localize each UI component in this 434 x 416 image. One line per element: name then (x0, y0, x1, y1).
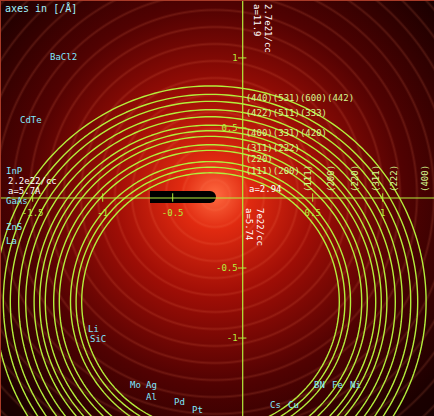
html-text:Cs: Cs (270, 400, 281, 410)
html-text:Cu: Cu (288, 400, 299, 410)
svg-text:(440)(531)(600)(442): (440)(531)(600)(442) (246, 93, 354, 103)
svg-text:(222): (222) (389, 165, 399, 192)
html-text:Fe: Fe (332, 380, 343, 390)
html-text:InP: InP (6, 166, 23, 176)
svg-text:-1: -1 (227, 333, 238, 343)
svg-text:(200): (200) (326, 165, 336, 192)
html-text:SiC: SiC (90, 334, 107, 344)
svg-text:-1.5: -1.5 (22, 208, 44, 218)
svg-text:(311)(222): (311)(222) (246, 143, 300, 153)
svg-text:-0.5: -0.5 (216, 263, 238, 273)
svg-text:0.5: 0.5 (305, 208, 321, 218)
html-text:Pt: Pt (192, 405, 203, 415)
html-text:2.7e21/cc: 2.7e21/cc (263, 4, 273, 53)
html-text:Ni: Ni (350, 380, 361, 390)
svg-text:-1: -1 (97, 208, 108, 218)
html-text:GaAs: GaAs (6, 196, 28, 206)
svg-text:(220): (220) (246, 154, 273, 164)
html-text:7e22/cc: 7e22/cc (255, 208, 265, 246)
html-text:Li: Li (88, 324, 99, 334)
svg-text:(400): (400) (420, 165, 430, 192)
svg-text:1: 1 (232, 53, 237, 63)
html-text:a=11.9: a=11.9 (252, 4, 262, 37)
svg-text:(422)(511)(333): (422)(511)(333) (246, 108, 327, 118)
svg-text:(111)(200): (111)(200) (246, 166, 300, 176)
html-text:La: La (6, 236, 17, 246)
svg-text:(311): (311) (371, 165, 381, 192)
html-text:a=5.74: a=5.74 (244, 208, 254, 241)
svg-text:1: 1 (380, 208, 385, 218)
html-text:Pd: Pd (174, 397, 185, 407)
svg-text:(111): (111) (303, 165, 313, 192)
html-text:2.2e22/cc: 2.2e22/cc (8, 176, 57, 186)
html-text:BaCl2: BaCl2 (50, 52, 78, 62)
html-text:ZnS: ZnS (6, 222, 23, 232)
html-text:BN: BN (314, 380, 325, 390)
html-text:a=2.94: a=2.94 (249, 184, 282, 194)
svg-text:-0.5: -0.5 (162, 208, 184, 218)
html-text:a=5.7A: a=5.7A (8, 186, 41, 196)
svg-text:0.5: 0.5 (221, 123, 237, 133)
html-text:Mo: Mo (130, 380, 141, 390)
html-text:Ag: Ag (146, 380, 157, 390)
html-text:Al: Al (146, 392, 157, 402)
svg-text:(220): (220) (350, 165, 360, 192)
svg-text:(400)(331)(420): (400)(331)(420) (246, 128, 327, 138)
html-text:axes in [/Å]: axes in [/Å] (5, 3, 78, 14)
html-text:CdTe: CdTe (20, 115, 42, 125)
